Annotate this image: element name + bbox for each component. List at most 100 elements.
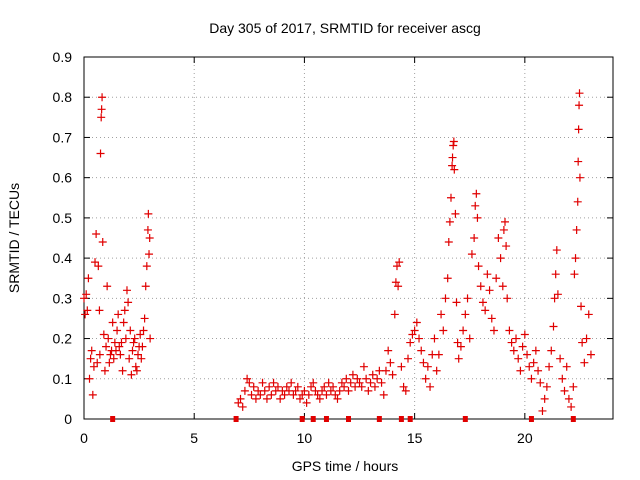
data-point	[251, 394, 260, 403]
data-point	[391, 278, 400, 287]
data-point	[144, 209, 153, 218]
data-point	[494, 234, 503, 242]
data-point	[355, 378, 364, 387]
data-point	[329, 382, 338, 391]
data-point	[370, 382, 379, 391]
y-tick-label: 0.1	[53, 371, 73, 387]
data-point	[86, 354, 95, 363]
data-point	[449, 141, 458, 150]
data-point	[333, 394, 342, 403]
data-point	[313, 390, 322, 399]
data-point	[141, 282, 150, 291]
data-point	[397, 362, 406, 371]
data-point	[558, 374, 567, 383]
data-point	[315, 394, 324, 403]
data-point	[104, 334, 113, 343]
x-tick-label: 15	[407, 430, 423, 446]
data-point	[439, 326, 448, 335]
data-point	[357, 382, 366, 391]
data-point	[570, 270, 579, 279]
data-point	[574, 125, 583, 134]
data-point	[472, 189, 481, 198]
data-point	[322, 390, 331, 399]
data-point	[573, 197, 582, 206]
data-point	[534, 366, 543, 375]
y-tick-label: 0	[64, 411, 72, 427]
data-point	[492, 274, 501, 283]
data-point	[505, 326, 514, 335]
data-point	[258, 378, 267, 387]
data-point	[267, 390, 276, 399]
data-point	[142, 262, 151, 271]
data-point	[126, 326, 135, 335]
data-point	[140, 314, 149, 323]
data-point	[359, 362, 368, 371]
zero-marker	[346, 416, 351, 422]
data-point	[575, 89, 584, 98]
data-point	[256, 390, 265, 399]
grid-lines	[84, 57, 613, 419]
data-point	[516, 366, 525, 375]
data-point	[98, 93, 107, 102]
zero-marker	[398, 416, 404, 422]
data-point	[85, 374, 94, 383]
data-point	[260, 386, 269, 395]
data-point	[577, 302, 586, 311]
y-tick-label: 0.2	[53, 331, 73, 347]
data-point	[145, 250, 154, 259]
data-point	[445, 217, 454, 226]
data-point	[448, 153, 457, 162]
data-point	[476, 282, 485, 291]
data-point	[575, 101, 584, 110]
data-point	[552, 246, 561, 255]
data-point	[503, 294, 512, 303]
data-point	[236, 394, 245, 403]
y-tick-labels: 0 0.1 0.2 0.3 0.4 0.5 0.6 0.7 0.8 0.9	[53, 49, 73, 427]
data-point	[89, 362, 98, 371]
data-point	[136, 330, 145, 339]
zero-marker	[528, 416, 534, 422]
data-point	[470, 234, 479, 242]
data-point	[560, 386, 569, 395]
data-point	[88, 390, 97, 399]
data-point	[399, 382, 408, 391]
data-point	[571, 254, 580, 263]
data-point	[467, 250, 476, 259]
data-point	[282, 382, 291, 391]
data-point	[245, 378, 254, 387]
data-point	[452, 298, 461, 307]
data-point	[498, 282, 507, 291]
data-point	[348, 370, 357, 379]
data-point	[556, 354, 565, 363]
data-point	[91, 258, 100, 267]
data-point	[97, 113, 106, 122]
data-point	[84, 274, 93, 283]
data-point	[124, 298, 133, 307]
data-point	[99, 330, 108, 339]
data-point	[247, 390, 256, 399]
data-point	[417, 346, 426, 355]
data-point	[502, 242, 511, 251]
data-point	[540, 394, 549, 403]
data-point	[564, 394, 573, 403]
data-point	[390, 310, 399, 319]
data-point	[82, 290, 91, 299]
data-point	[129, 338, 138, 347]
data-point	[408, 330, 417, 339]
data-point	[100, 366, 109, 375]
data-point	[331, 390, 340, 399]
data-point	[379, 390, 388, 399]
y-tick-label: 0.7	[53, 129, 73, 145]
data-point	[410, 326, 419, 335]
data-point	[478, 298, 487, 307]
data-point	[346, 378, 355, 387]
data-point	[578, 338, 587, 347]
data-point	[549, 322, 558, 331]
data-point	[520, 330, 529, 339]
data-point	[102, 342, 111, 351]
y-tick-label: 0.4	[53, 250, 73, 266]
zero-marker	[110, 416, 116, 422]
data-point	[489, 326, 498, 335]
x-tick-label: 10	[297, 430, 313, 446]
data-point	[128, 346, 137, 355]
